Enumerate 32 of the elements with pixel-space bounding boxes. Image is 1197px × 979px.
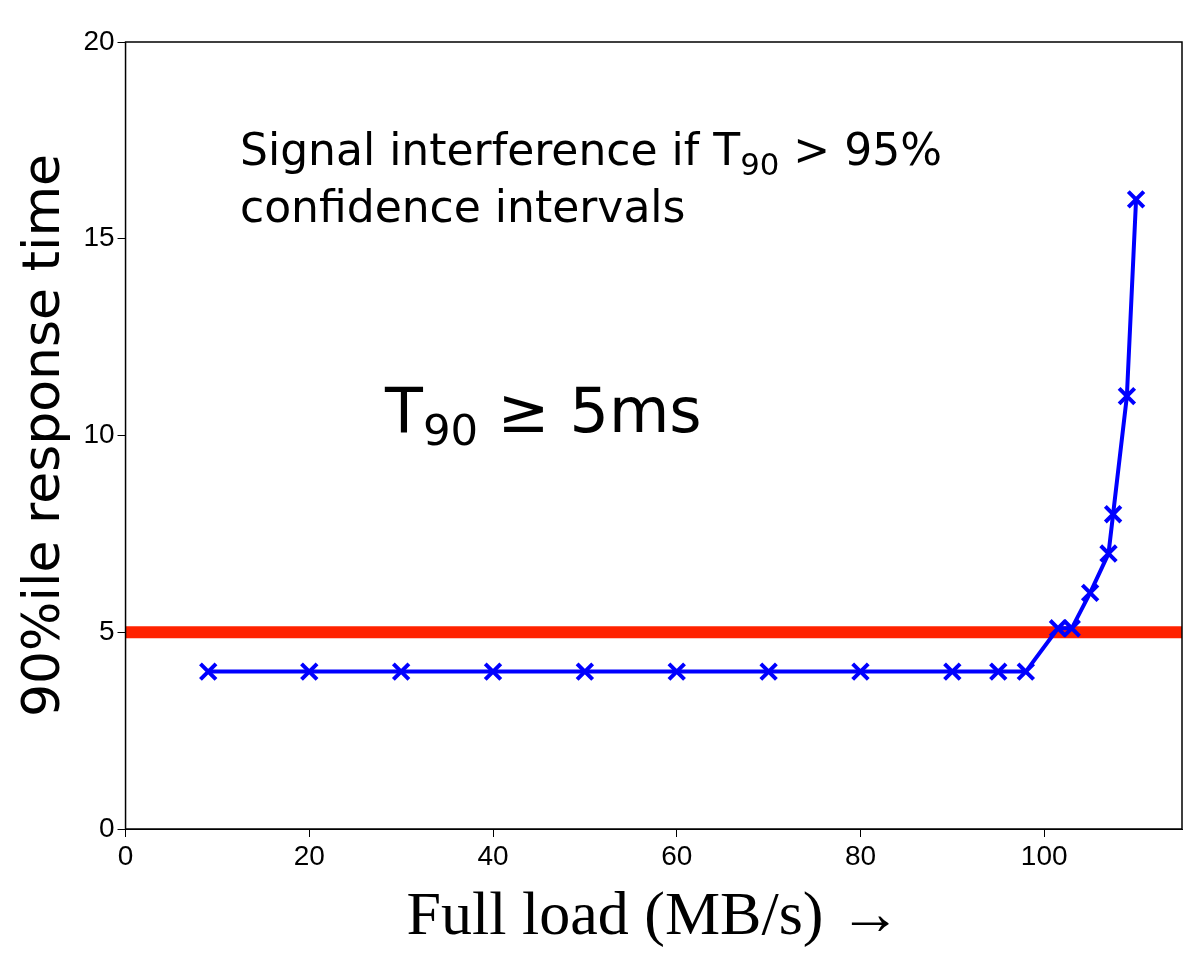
y-tick-label: 5	[98, 614, 115, 646]
point	[1103, 504, 1123, 524]
x-tick-label: 60	[661, 839, 693, 871]
point	[1061, 618, 1082, 639]
point	[1080, 583, 1100, 603]
y-tick-label: 20	[83, 24, 115, 56]
x-tick-label: 100	[1020, 839, 1068, 871]
x-tick-label: 80	[844, 839, 877, 871]
point	[988, 661, 1009, 682]
point	[483, 661, 503, 682]
text: Signal interference if T$_{90}$ > 95% confidence intervals	[240, 124, 942, 233]
y-tick-label: 10	[83, 418, 115, 450]
point	[299, 661, 320, 682]
point	[1098, 543, 1119, 564]
annotation: T$_{90}$ ≥ 5ms	[385, 374, 702, 457]
x-axis-title: Full load (MB/s) →	[406, 879, 901, 949]
point	[666, 661, 687, 682]
point	[1117, 386, 1137, 406]
point	[942, 661, 963, 682]
point	[391, 661, 411, 682]
x-tick-label: 40	[477, 839, 509, 871]
y-axis-title: 90%ile response time	[10, 153, 71, 718]
point	[1048, 618, 1068, 639]
point	[575, 661, 595, 682]
x-tick-label: 20	[293, 839, 325, 871]
point	[1126, 189, 1146, 210]
point	[850, 661, 871, 682]
point	[758, 661, 779, 682]
point	[1016, 661, 1036, 682]
y-tick-label: 15	[83, 221, 115, 253]
y-tick-label: 0	[98, 811, 115, 843]
point	[198, 661, 218, 682]
